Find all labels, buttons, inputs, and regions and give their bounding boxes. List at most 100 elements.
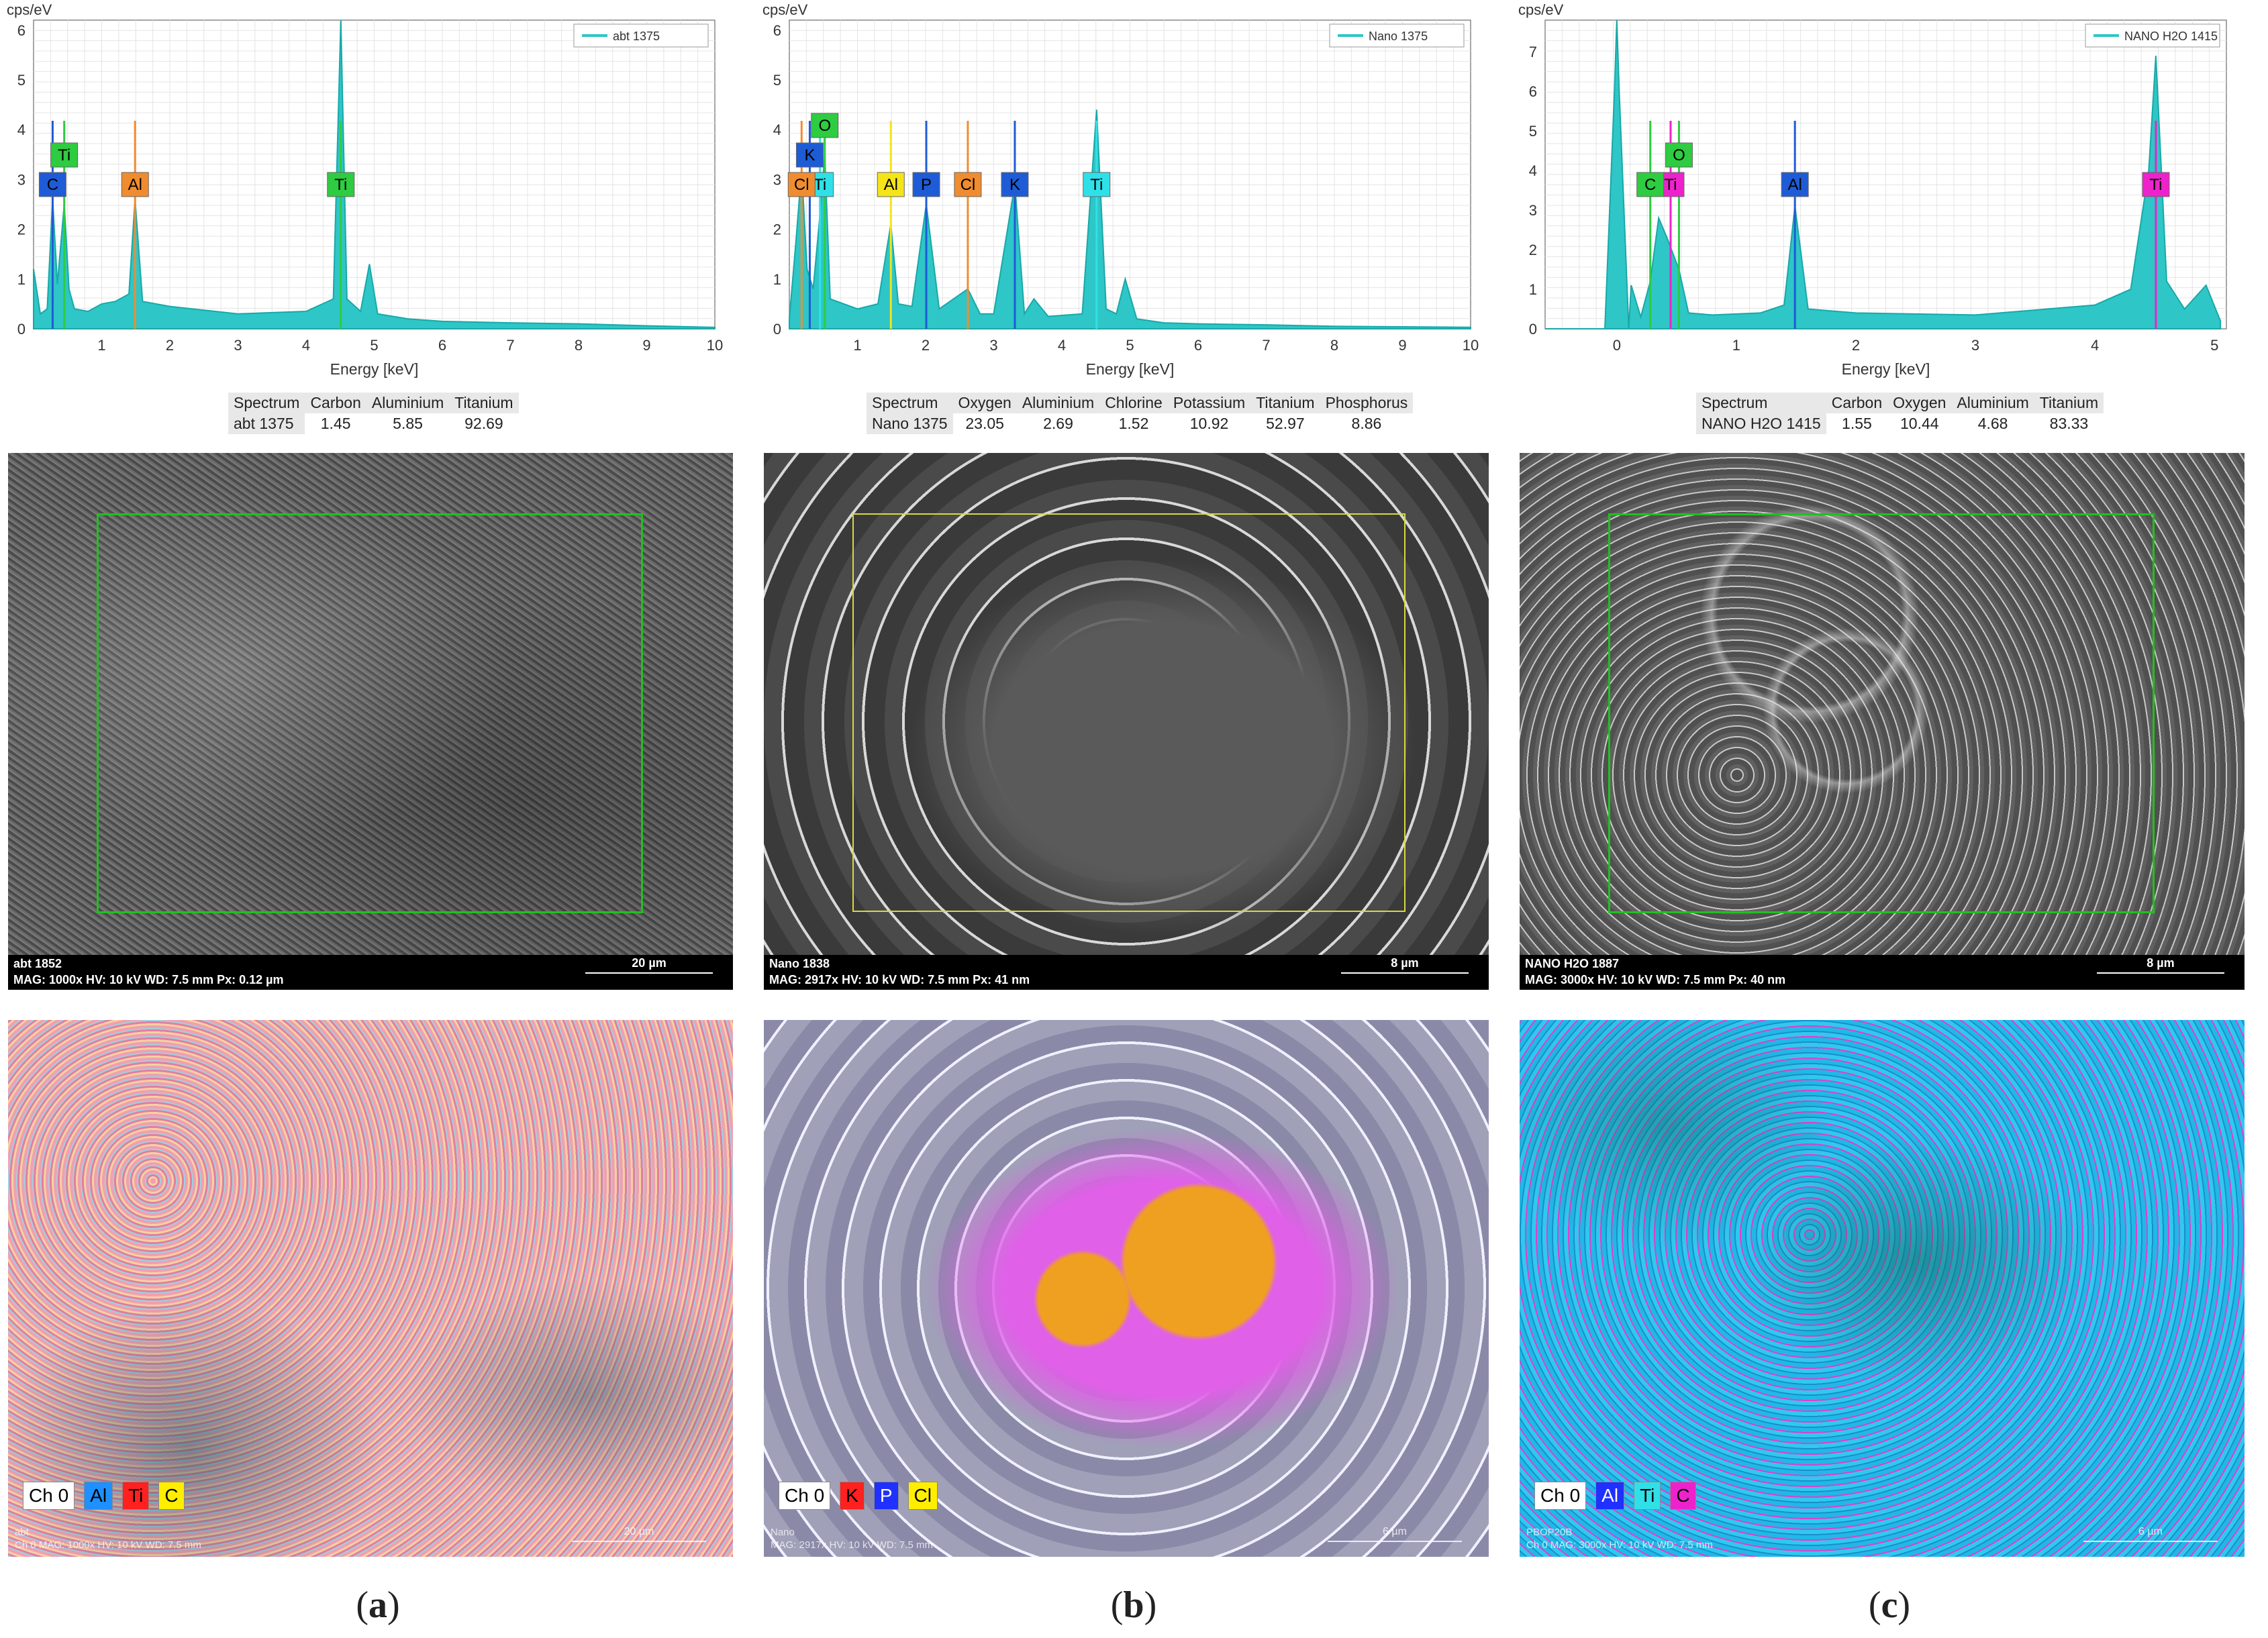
table-header-cell: Spectrum (1696, 393, 1826, 413)
y-tick-label: 5 (773, 72, 781, 89)
scale-bar (1341, 972, 1469, 974)
peak-label-box (1083, 172, 1111, 197)
x-axis-label: Energy [keV] (330, 360, 419, 378)
legend-chip: Ch 0 (1534, 1482, 1587, 1510)
table-cell: 92.69 (464, 415, 503, 432)
map-params: Ch 0 MAG: 3000x HV: 10 kV WD: 7.5 mm (1526, 1539, 1713, 1551)
eds-chart-a: 0 1 2 3 4 5 6 1 2 3 4 5 6 7 8 9 10 cps/eV Energy [keV] C Ti A… (0, 0, 756, 389)
map-sample-id: abt (15, 1527, 29, 1538)
legend-chip: Al (84, 1482, 113, 1510)
legend-label: NANO H2O 1415 (2124, 30, 2218, 43)
x-tick-label: 4 (302, 337, 310, 354)
x-tick-label: 8 (1330, 337, 1338, 354)
x-axis-label: Energy [keV] (1086, 360, 1175, 378)
x-tick-label: 4 (1058, 337, 1066, 354)
peak-label: Al (128, 176, 142, 194)
roi-box (1608, 513, 2155, 913)
y-tick-label: 2 (1529, 242, 1537, 258)
table-cell: abt 1375 (228, 413, 305, 434)
sem-params: MAG: 1000x HV: 10 kV WD: 7.5 mm Px: 0.12… (13, 973, 284, 986)
sem-params: MAG: 2917x HV: 10 kV WD: 7.5 mm Px: 41 n… (769, 973, 1030, 986)
table-header-cell: Titanium (1250, 393, 1320, 413)
peak-label-box (811, 113, 839, 138)
table-header-cell: Chlorine (1099, 393, 1168, 413)
x-tick-label: 5 (2210, 337, 2218, 354)
scale-label: 20 µm (632, 956, 667, 970)
x-tick-label: 3 (1971, 337, 1979, 354)
table-header-row: Spectrum Carbon Aluminium Titanium (228, 393, 519, 413)
table-header-cell: Titanium (449, 393, 519, 413)
legend-chip: Ti (1634, 1482, 1661, 1510)
peak-label: C (47, 176, 58, 194)
peak-label: Ti (334, 176, 347, 194)
y-tick-label: 1 (17, 271, 26, 288)
sem-sample-id: abt 1852 (13, 957, 62, 970)
y-tick-label: 6 (1529, 83, 1537, 100)
peak-label-box (50, 142, 79, 168)
table-cell: 2.69 (1043, 415, 1073, 432)
legend-chip: K (840, 1482, 865, 1510)
panel-caption: (c) (1868, 1584, 1911, 1626)
x-tick-label: 3 (989, 337, 997, 354)
peak-label: Ti (1664, 176, 1677, 194)
legend-chip: Cl (907, 1482, 938, 1510)
table-cell: 8.86 (1351, 415, 1382, 432)
peak-label: O (818, 117, 831, 135)
map-scale-label: 20 µm (624, 1526, 654, 1537)
table-cell: 52.97 (1266, 415, 1305, 432)
y-tick-label: 6 (17, 22, 26, 39)
legend-chip: Ti (122, 1482, 150, 1510)
peak-label: Cl (794, 176, 809, 194)
peak-label: C (1644, 176, 1656, 194)
legend-chip: C (1670, 1482, 1696, 1510)
table-header-cell: Oxygen (952, 393, 1017, 413)
peak-label-box (2142, 172, 2170, 197)
map-scale: 6 µm (2083, 1526, 2218, 1542)
x-tick-label: 6 (1194, 337, 1202, 354)
peak-label: P (921, 176, 932, 194)
peak-label-box (877, 172, 905, 197)
table-row: abt 1375 1.45 5.85 92.69 (228, 413, 519, 434)
panel-caption: (a) (356, 1584, 400, 1626)
table-cell: 10.44 (1900, 415, 1939, 432)
table-cell: 1.55 (1842, 415, 1872, 432)
panel-c: 0 1 2 3 4 5 6 7 0 1 2 3 4 5 cps/eV Energy [keV] Ti C O Al Ti… (1512, 0, 2267, 1638)
y-tick-label: 2 (773, 221, 781, 238)
peak-label-box (121, 172, 149, 197)
table-header-row: Spectrum Carbon Oxygen Aluminium Titanium (1696, 393, 2104, 413)
y-tick-label: 3 (773, 171, 781, 188)
table-cell: 23.05 (965, 415, 1004, 432)
y-tick-label: 4 (1529, 162, 1537, 179)
x-tick-label: 3 (234, 337, 242, 354)
y-tick-label: 1 (1529, 281, 1537, 298)
table-header-cell: Carbon (1826, 393, 1888, 413)
peak-label: Cl (960, 176, 976, 194)
legend-chip: Ch 0 (779, 1482, 831, 1510)
y-axis-label: cps/eV (7, 1, 52, 18)
roi-box (97, 513, 643, 913)
peak-label: Ti (2149, 176, 2162, 194)
peak-label-box (1781, 172, 1809, 197)
panel-a: 0 1 2 3 4 5 6 1 2 3 4 5 6 7 8 9 10 cps/eV Energy [keV] C Ti A… (0, 0, 756, 1638)
y-tick-label: 4 (773, 121, 781, 138)
legend-chip: P (873, 1482, 899, 1510)
map-footer: PBOP20B Ch 0 MAG: 3000x HV: 10 kV WD: 7.… (1526, 1526, 1713, 1551)
legend-label: abt 1375 (613, 30, 660, 43)
table-cell: 10.92 (1189, 415, 1229, 432)
legend-label: Nano 1375 (1369, 30, 1428, 43)
x-tick-label: 10 (707, 337, 723, 354)
peak-label-box (1636, 172, 1665, 197)
table-header-cell: Potassium (1167, 393, 1251, 413)
y-axis-label: cps/eV (762, 1, 808, 18)
scale-label: 8 µm (1391, 956, 1419, 970)
legend-chip: C (158, 1482, 185, 1510)
spectrum-area (1545, 19, 2222, 329)
table-cell: 4.68 (1977, 415, 2008, 432)
composition-table: Spectrum Oxygen Aluminium Chlorine Potassium… (867, 393, 1414, 434)
sem-info-bar: NANO H2O 1887 MAG: 3000x HV: 10 kV WD: 7… (1520, 955, 2245, 990)
sem-sample-id: Nano 1838 (769, 957, 830, 970)
x-tick-label: 1 (97, 337, 105, 354)
map-scale-bar (1328, 1541, 1462, 1542)
